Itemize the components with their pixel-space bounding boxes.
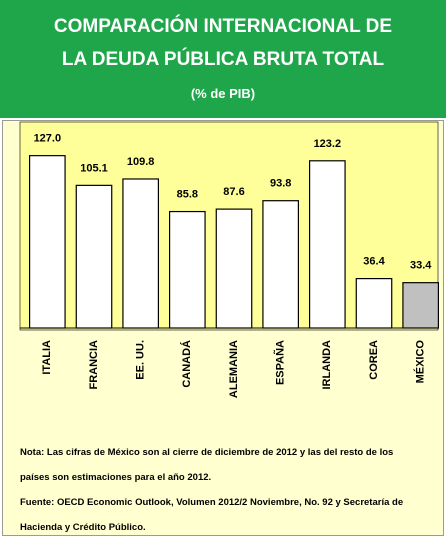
subtitle: (% de PIB): [190, 86, 256, 101]
value-label: 123.2: [314, 138, 342, 150]
value-label: 85.8: [177, 189, 198, 201]
value-label: 87.6: [223, 186, 244, 198]
note: Fuente: OECD Economic Outlook, Volumen 2…: [20, 497, 404, 533]
x-tick-label: ALEMANIA: [228, 340, 240, 398]
x-tick-label: CANADÁ: [180, 340, 193, 388]
value-label: 93.8: [270, 178, 291, 190]
note: Nota: Las cifras de México son al cierre…: [20, 447, 394, 483]
bar: [402, 282, 439, 329]
x-tick-label: IRLANDA: [321, 340, 333, 390]
value-label: 109.8: [127, 156, 155, 168]
bar: [309, 160, 346, 329]
bar: [29, 155, 66, 329]
x-tick-label: EE. UU.: [135, 340, 147, 380]
bar: [75, 184, 113, 329]
title-line: COMPARACIÓN INTERNACIONAL DE: [53, 16, 393, 37]
value-label: 36.4: [363, 256, 385, 268]
value-label: 127.0: [34, 133, 62, 145]
x-tick-label: FRANCIA: [88, 340, 100, 390]
value-label: 105.1: [80, 162, 108, 174]
bar: [215, 208, 253, 329]
x-tick-label: ITALIA: [41, 340, 53, 375]
header: COMPARACIÓN INTERNACIONAL DE LA DEUDA PÚ…: [0, 0, 446, 118]
x-tick-label: ESPAÑA: [274, 340, 287, 385]
x-tick-label: MÉXICO: [414, 340, 427, 384]
x-tick-label: COREA: [368, 340, 380, 380]
bar: [122, 178, 160, 329]
title-line: LA DEUDA PÚBLICA BRUTA TOTAL: [61, 49, 385, 70]
value-label: 33.4: [410, 260, 432, 272]
bar: [355, 278, 393, 329]
bar: [262, 200, 299, 329]
bar: [169, 210, 206, 329]
